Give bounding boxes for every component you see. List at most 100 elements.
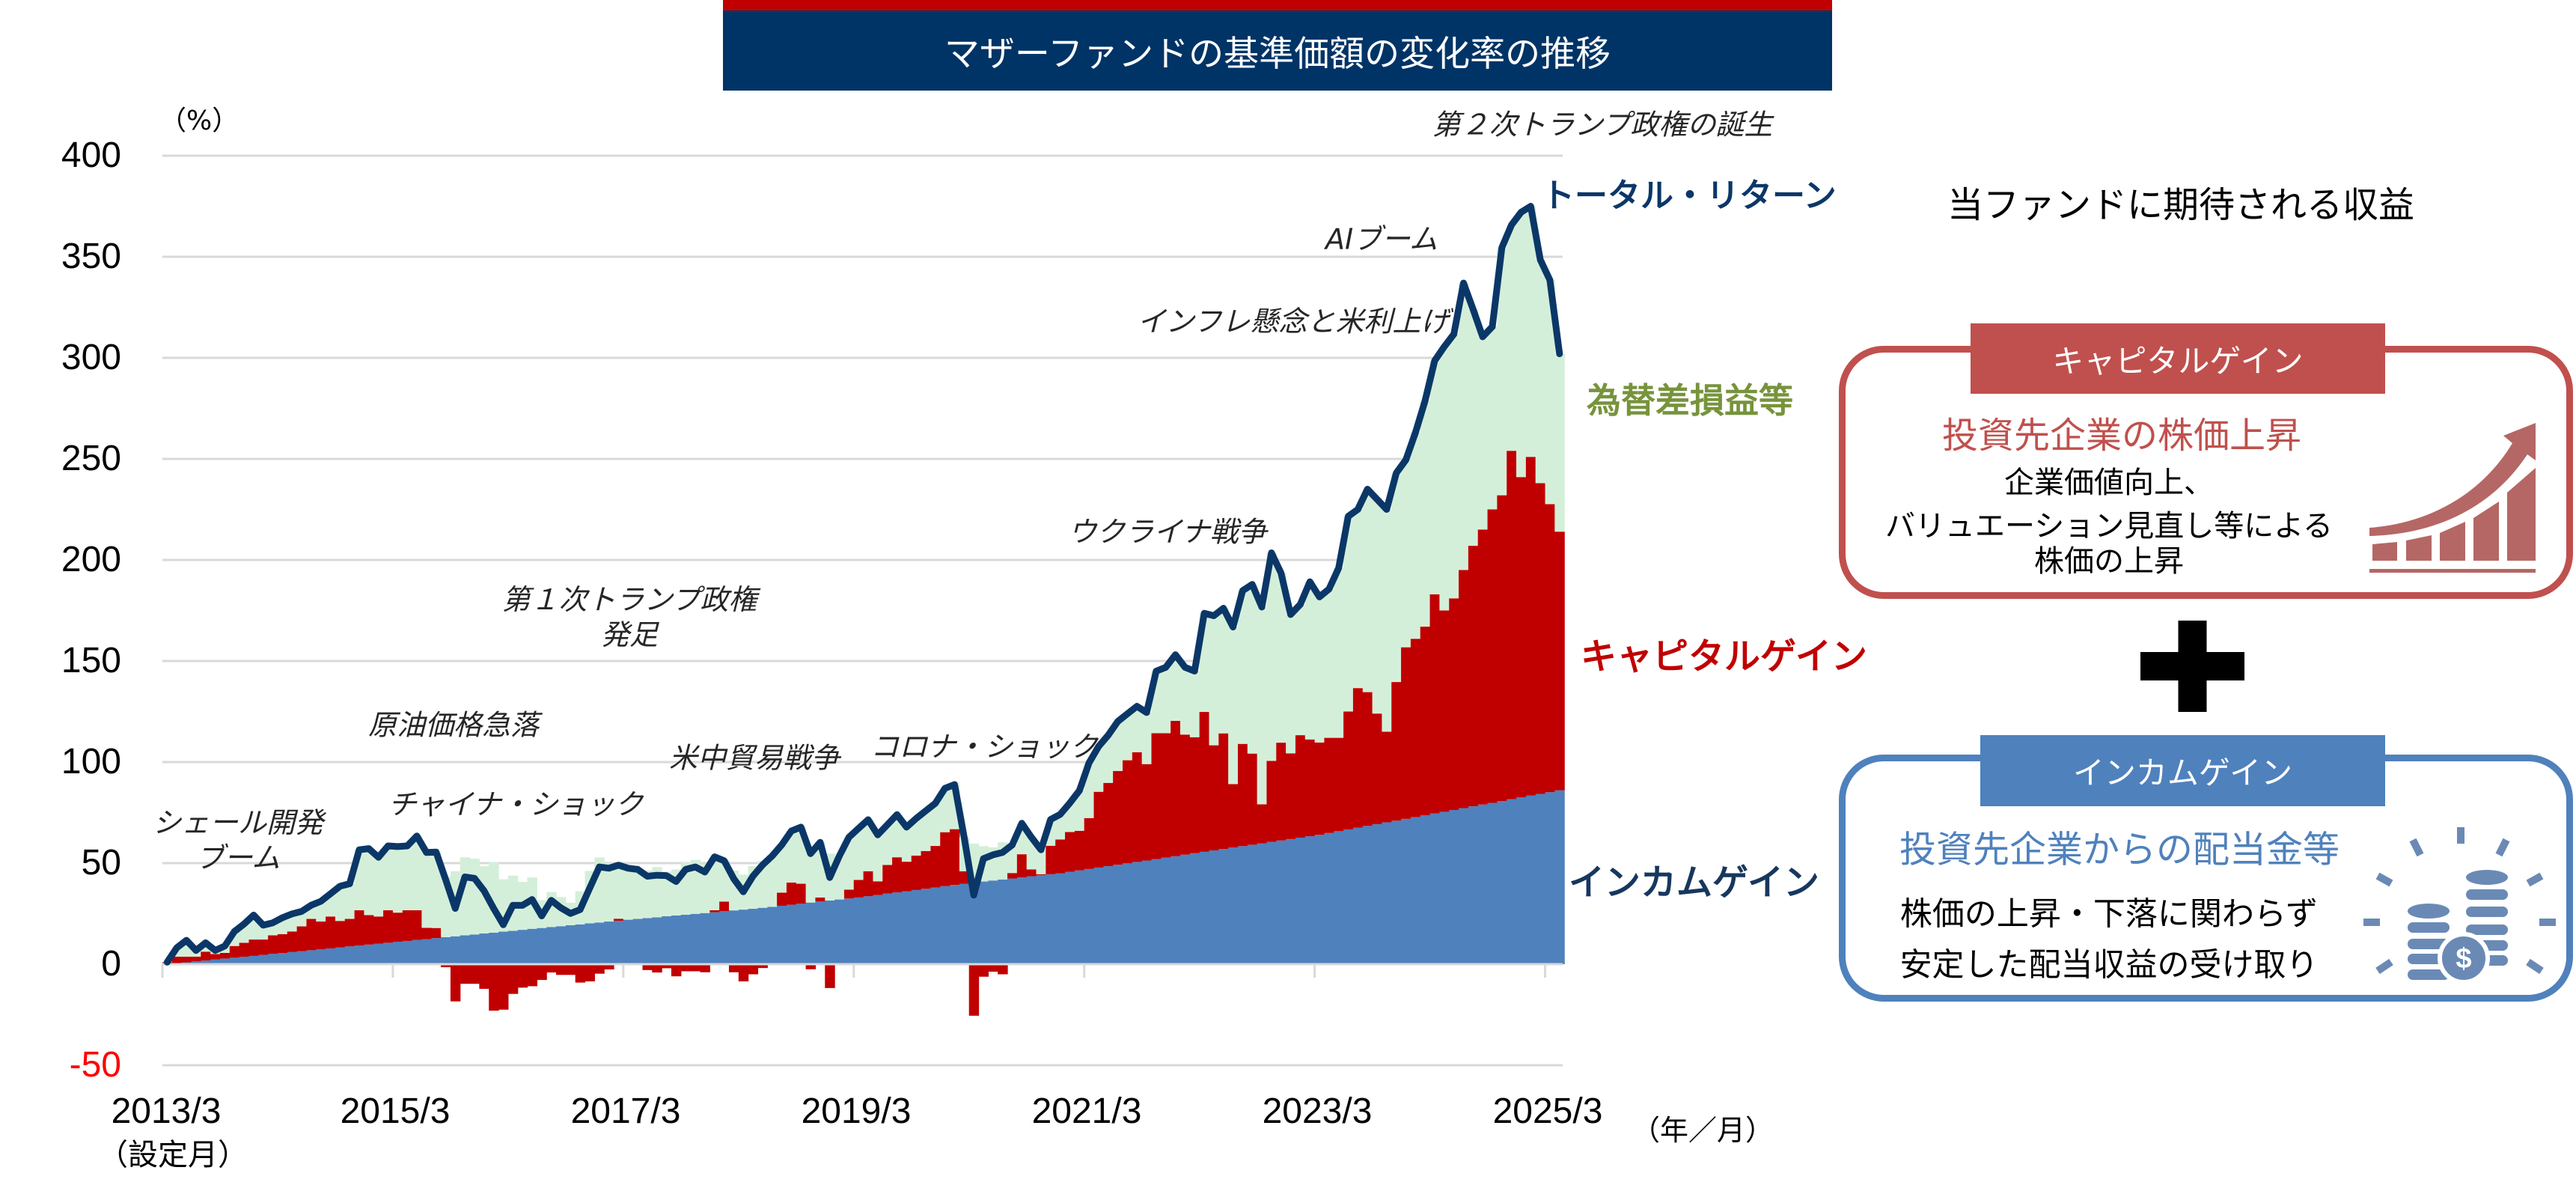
income-gain-bar: [728, 910, 739, 964]
income-gain-bar: [652, 917, 662, 964]
fx-gain-bar: [1439, 347, 1450, 611]
y-axis-unit: （%）: [159, 106, 239, 136]
fx-gain-bar: [901, 826, 912, 862]
capital-gain-bar: [1084, 817, 1095, 869]
capital-gain-bar: [268, 935, 278, 954]
capital-gain-bar: [1362, 692, 1373, 826]
capital-gain-bar: [1449, 598, 1459, 810]
capital-gain-bar: [460, 964, 471, 984]
capital-gain-bar: [479, 964, 489, 989]
fx-gain-bar: [1055, 814, 1066, 840]
annotation-line: ウクライナ戦争: [1068, 515, 1267, 549]
income-gain-bar: [306, 950, 317, 964]
series-label-income-gain: インカムゲイン: [1569, 862, 1820, 904]
fx-gain-bar: [1420, 400, 1431, 627]
income-gain-bar: [431, 938, 442, 964]
capital-gain-bar: [450, 964, 461, 1002]
annotation-china-shock: チャイナ・ショック: [388, 788, 644, 823]
income-gain-bar: [1410, 817, 1421, 964]
capital-gain-bar: [757, 964, 768, 969]
capital-gain-bar: [652, 964, 662, 973]
fx-gain-bar: [1554, 353, 1565, 532]
income-gain-bar: [479, 933, 489, 964]
income-gain-bar: [1439, 811, 1450, 964]
x-axis-unit: （年／月）: [1632, 1114, 1774, 1147]
income-gain-bar: [892, 892, 903, 964]
income-gain-bar: [1257, 843, 1268, 964]
capital-gain-bar: [1391, 682, 1402, 821]
income-gain-bar: [1324, 832, 1334, 964]
fx-gain-bar: [892, 814, 903, 858]
income-gain-bar: [1113, 865, 1123, 964]
capital-gain-bar: [1016, 854, 1028, 878]
capital-gain-bar: [316, 922, 326, 950]
income-gain-bar: [489, 932, 499, 964]
fx-gain-bar: [1103, 735, 1114, 783]
capital-gain-bar: [498, 964, 509, 1010]
capital-gain-bar: [383, 910, 394, 943]
capital-gain-bar: [1103, 782, 1114, 867]
income-gain-bar: [1429, 813, 1440, 964]
stacked-bars: [162, 206, 1565, 1016]
annotation-line: 第１次トランプ政権: [501, 583, 757, 616]
capital-gain-bar: [171, 957, 183, 963]
fx-gain-bar: [863, 819, 874, 871]
income-gain-bar: [219, 958, 231, 964]
capital-gain-bar: [1093, 791, 1104, 868]
fx-gain-bar: [853, 828, 864, 880]
fx-gain-bar: [700, 864, 710, 913]
fx-gain-bar: [873, 835, 883, 882]
fx-gain-bar: [1209, 615, 1219, 746]
income-gain-bar: [1151, 859, 1162, 964]
capital-gain-bar: [1429, 594, 1440, 814]
income-gain-bar: [277, 953, 288, 964]
income-gain-bar: [575, 924, 586, 964]
capital-gain-bar: [527, 964, 537, 987]
fx-gain-bar: [1179, 667, 1191, 735]
income-gain-bar: [364, 944, 374, 964]
capital-gain-bar: [181, 957, 192, 963]
capital-gain-bar: [1410, 639, 1421, 817]
capital-gain-bar: [1113, 770, 1123, 865]
fx-gain-bar: [1497, 247, 1507, 496]
income-gain-bar: [1314, 835, 1325, 964]
fx-gain-bar: [412, 835, 423, 910]
fx-gain-bar: [431, 852, 442, 928]
capital-gain-bar: [998, 964, 1008, 975]
fx-gain-bar: [1334, 567, 1344, 738]
capital-gain-bar: [556, 964, 567, 975]
x-axis-label: 2023/3: [1262, 1091, 1373, 1131]
capital-gain-bar: [277, 933, 288, 954]
income-gain-bar: [1093, 867, 1104, 964]
income-gain-bar: [700, 913, 710, 964]
fx-gain-bar: [383, 846, 394, 910]
annotation-ukraine-war: ウクライナ戦争: [1068, 515, 1266, 550]
x-axis: [161, 963, 1563, 978]
income-gain-bar: [901, 891, 912, 964]
fx-gain-bar: [402, 846, 413, 910]
capital-gain-bar: [614, 919, 624, 921]
income-gain-bar: [1209, 850, 1219, 964]
capital-gain-bar: [825, 964, 835, 988]
annotation-covid-shock: コロナ・ショック: [870, 730, 1098, 765]
income-gain-bar: [1084, 868, 1095, 964]
capital-gain-bar: [546, 964, 557, 973]
income-gain-bar: [623, 919, 634, 964]
annotation-ai-boom: AIブーム: [1325, 222, 1438, 258]
capital-gain-bar: [1439, 610, 1450, 812]
y-axis-label: 300: [61, 338, 121, 377]
fx-gain-bar: [316, 901, 326, 922]
income-gain-bar: [690, 913, 701, 964]
income-gain-bar: [921, 889, 931, 964]
income-gain-bar: [1189, 853, 1200, 964]
fx-gain-bar: [1468, 309, 1479, 546]
income-gain-bar: [239, 957, 250, 964]
income-gain-bar: [950, 885, 960, 964]
income-gain-bar: [1382, 822, 1392, 964]
income-gain-bar: [1026, 876, 1037, 964]
income-gain-bar: [1247, 844, 1258, 964]
income-gain-header: インカムゲイン: [1980, 735, 2385, 806]
capital-gain-bar: [901, 862, 912, 892]
capital-gain-bar: [815, 897, 825, 902]
income-gain-bar: [585, 923, 595, 964]
